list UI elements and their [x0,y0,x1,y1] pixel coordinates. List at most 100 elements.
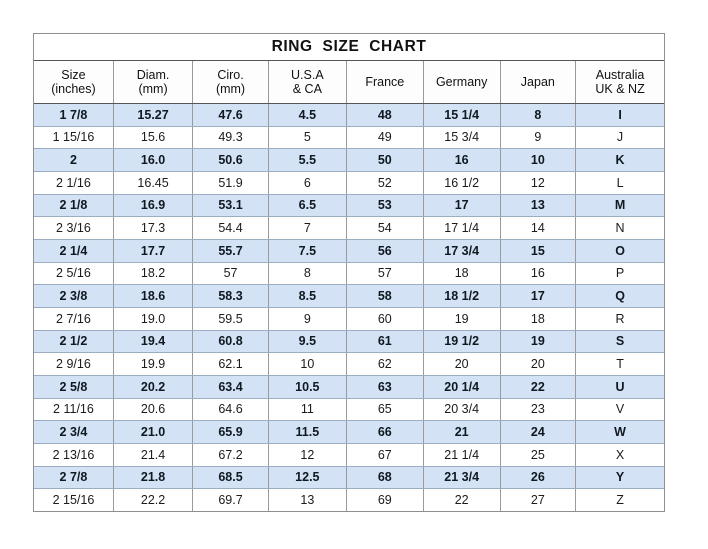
table-cell: 2 7/8 [34,466,114,490]
table-cell: 21 1/4 [422,443,501,467]
column-header-line2: (inches) [51,82,96,96]
table-cell: X [575,443,664,467]
column-header-line1: Japan [520,75,555,89]
table-cell: 17 [422,194,501,218]
table-cell: 49.3 [192,126,269,150]
table-row: 1 15/16 15.6 49.3 5 49 15 3/4 9 J [34,126,664,150]
table-cell: 19.9 [112,352,193,376]
table-cell: 2 7/16 [34,307,114,331]
chart-title-cell: RING SIZE CHART [34,34,664,61]
table-head: RING SIZE CHART Size (inches) Diam. (mm) Cir… [34,34,664,104]
table-row: 2 13/16 21.4 67.2 12 67 21 1/4 25 X [34,443,664,467]
table-cell: 11.5 [267,420,347,444]
table-cell: Y [575,466,664,490]
table-cell: 18.6 [112,284,193,308]
table-cell: 58.3 [192,284,269,308]
table-cell: 60 [345,307,424,331]
table-cell: 26 [499,466,576,490]
table-cell: 19.0 [112,307,193,331]
table-cell: 67.2 [192,443,269,467]
column-header-line2: & CA [292,82,322,96]
table-cell: 21.4 [112,443,193,467]
table-cell: 16.45 [112,171,193,195]
table-cell: 19 [422,307,501,331]
table-cell: 18.2 [112,262,193,286]
table-cell: 68 [345,466,424,490]
table-cell: 52 [345,171,424,195]
table-row: 2 3/16 17.3 54.4 7 54 17 1/4 14 N [34,216,664,240]
table-cell: 62.1 [192,352,269,376]
table-cell: J [575,126,664,150]
column-header-4: France [345,60,424,104]
table-cell: 8.5 [267,284,347,308]
table-cell: 8 [499,103,576,127]
ring-size-chart-frame: RING SIZE CHART Size (inches) Diam. (mm) Cir… [33,33,665,512]
table-cell: 15.27 [112,103,193,127]
table-cell: 18 1/2 [422,284,501,308]
table-cell: I [575,103,664,127]
table-row: 1 7/8 15.27 47.6 4.5 48 15 1/4 8 I [34,103,664,127]
table-cell: 27 [499,488,576,511]
table-cell: 23 [499,398,576,422]
table-row: 2 1/16 16.45 51.9 6 52 16 1/2 12 L [34,171,664,195]
table-cell: 67 [345,443,424,467]
table-row: 2 9/16 19.9 62.1 10 62 20 20 T [34,352,664,376]
table-cell: 7.5 [267,239,347,263]
ring-size-table: RING SIZE CHART Size (inches) Diam. (mm) Cir… [34,34,664,511]
table-cell: 5.5 [267,148,347,172]
table-cell: 1 15/16 [34,126,114,150]
table-cell: 19 [499,330,576,354]
table-cell: 2 13/16 [34,443,114,467]
table-cell: 9 [499,126,576,150]
table-cell: 16.0 [112,148,193,172]
table-cell: 59.5 [192,307,269,331]
table-cell: Q [575,284,664,308]
table-cell: T [575,352,664,376]
table-cell: 60.8 [192,330,269,354]
table-cell: 22 [422,488,501,511]
table-row: 2 1/8 16.9 53.1 6.5 53 17 13 M [34,194,664,218]
table-body: 1 7/8 15.27 47.6 4.5 48 15 1/4 8 I 1 15/16 15.6 49… [34,103,664,511]
table-cell: 63 [345,375,424,399]
table-cell: 18 [422,262,501,286]
table-cell: W [575,420,664,444]
table-cell: 53 [345,194,424,218]
column-header-line1: Australia [595,68,645,82]
table-cell: 20 1/4 [422,375,501,399]
table-cell: 16 [499,262,576,286]
table-row: 2 5/16 18.2 57 8 57 18 16 P [34,262,664,286]
column-header-7: Australia UK & NZ [575,60,664,104]
table-cell: 17 1/4 [422,216,501,240]
table-cell: 61 [345,330,424,354]
column-header-3: U.S.A & CA [267,60,347,104]
table-row: 2 15/16 22.2 69.7 13 69 22 27 Z [34,488,664,511]
table-cell: 7 [267,216,347,240]
table-cell: 11 [267,398,347,422]
table-cell: 20.6 [112,398,193,422]
table-cell: V [575,398,664,422]
column-header-row: Size (inches) Diam. (mm) Ciro. (mm) U.S.A & CA F… [34,60,664,104]
table-cell: 15 3/4 [422,126,501,150]
column-header-line1: Ciro. [217,68,244,82]
table-cell: 20.2 [112,375,193,399]
table-row: 2 1/2 19.4 60.8 9.5 61 19 1/2 19 S [34,330,664,354]
table-cell: 16 1/2 [422,171,501,195]
table-cell: 15.6 [112,126,193,150]
table-cell: 22 [499,375,576,399]
table-cell: 17 3/4 [422,239,501,263]
table-cell: U [575,375,664,399]
table-row: 2 11/16 20.6 64.6 11 65 20 3/4 23 V [34,398,664,422]
table-cell: 62 [345,352,424,376]
column-header-5: Germany [422,60,501,104]
table-cell: 1 7/8 [34,103,114,127]
table-cell: 17.3 [112,216,193,240]
table-cell: 16 [422,148,501,172]
table-cell: 17.7 [112,239,193,263]
table-cell: 6.5 [267,194,347,218]
table-cell: 25 [499,443,576,467]
table-cell: P [575,262,664,286]
table-cell: 2 [34,148,114,172]
table-cell: 48 [345,103,424,127]
table-cell: N [575,216,664,240]
table-cell: 21 3/4 [422,466,501,490]
